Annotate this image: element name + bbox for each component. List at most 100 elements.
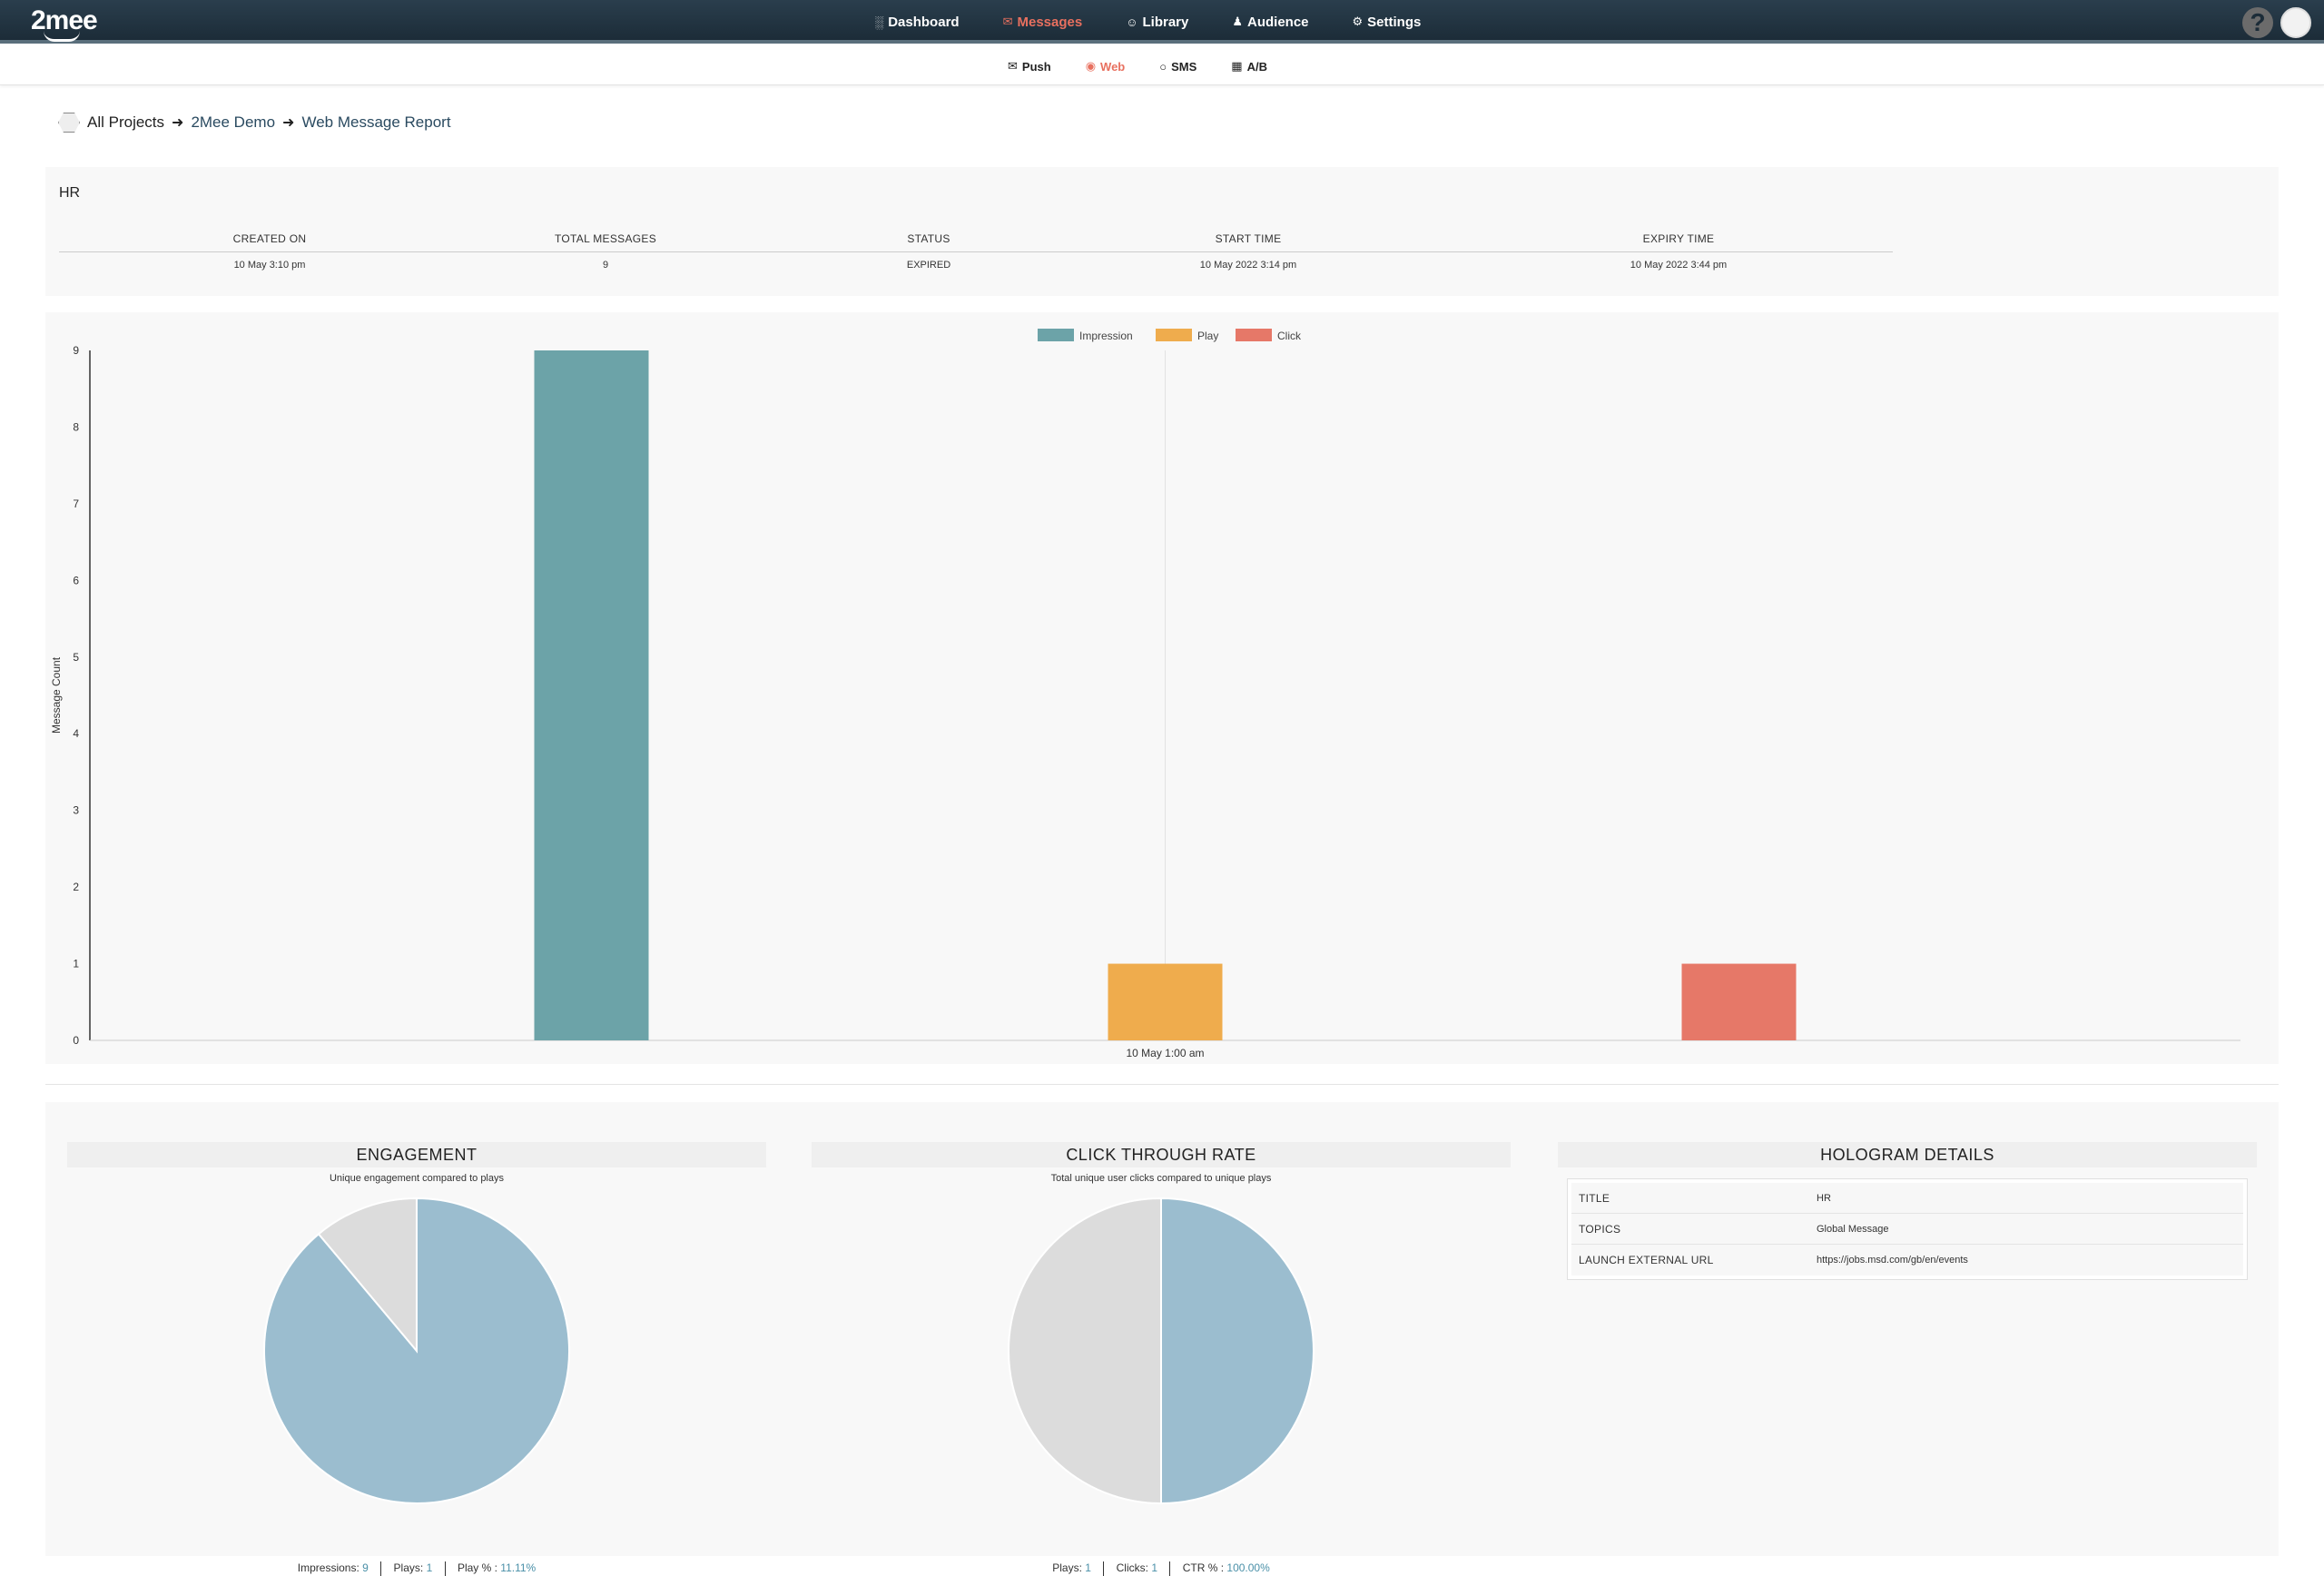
nav-label: Dashboard	[888, 14, 960, 30]
stat-label: Plays:	[393, 1561, 424, 1575]
stat-impressions-value: 9	[362, 1561, 369, 1575]
engagement-card: ENGAGEMENT Unique engagement compared to…	[67, 1142, 766, 1576]
subnav-label: Push	[1021, 59, 1051, 74]
y-tick-label: 4	[73, 727, 79, 740]
ctr-stats: Plays: 1 Clicks: 1 CTR % : 100.00%	[812, 1561, 1511, 1576]
avatar[interactable]	[2280, 7, 2311, 38]
y-axis-label: Message Count	[50, 656, 63, 734]
subnav-label: SMS	[1171, 59, 1197, 74]
info-header-cell: START TIME	[1215, 232, 1282, 245]
info-value-row: 10 May 3:10 pm 9 EXPIRED 10 May 2022 3:1…	[59, 252, 1893, 278]
y-tick-label: 2	[73, 881, 79, 893]
info-header-cell: STATUS	[907, 232, 950, 245]
smiley-icon: ☺	[1126, 15, 1138, 29]
pie-slice-plays	[317, 1197, 418, 1354]
breadcrumb: All Projects ➜ 2Mee Demo ➜ Web Message R…	[58, 113, 451, 133]
breadcrumb-current-page: Web Message Report	[301, 113, 451, 131]
legend-label-play: Play	[1197, 330, 1218, 342]
stat-separator	[444, 1561, 446, 1576]
hologram-details-card: HOLOGRAM DETAILS TITLE HR TOPICS Global …	[1558, 1142, 2257, 1280]
gears-icon: ⚙	[1352, 15, 1364, 28]
subnav-item-ab[interactable]: ▦ A/B	[1231, 59, 1267, 74]
users-icon: ♟	[1232, 15, 1243, 28]
subnav-label: A/B	[1246, 59, 1267, 74]
y-tick-label: 6	[73, 574, 79, 586]
bar-play	[1108, 963, 1223, 1040]
nav-label: Library	[1142, 14, 1189, 30]
nav-item-dashboard[interactable]: ░ Dashboard	[875, 15, 960, 30]
top-navbar: 2mee ░ Dashboard ✉ Messages ☺ Library ♟ Audi…	[0, 0, 2324, 44]
subnav-label: Web	[1100, 59, 1126, 74]
stat-separator	[1169, 1561, 1171, 1576]
help-icon[interactable]: ?	[2242, 7, 2273, 38]
x-tick-label: 10 May 1:00 am	[1126, 1047, 1204, 1059]
message-count-bar-chart: 0 1 2 3 4 5 6 7 8 9 Message Count 10 May 1:00 am Imp…	[50, 329, 2240, 1059]
message-info-panel: HR CREATED ON TOTAL MESSAGES STATUS STAR…	[45, 167, 2279, 296]
breadcrumb-project[interactable]: 2Mee Demo	[191, 113, 276, 131]
hologram-details-table: TITLE HR TOPICS Global Message LAUNCH EX…	[1567, 1178, 2248, 1280]
subnav-item-push[interactable]: ✉ Push	[1008, 59, 1051, 74]
stat-plays-value: 1	[1085, 1561, 1091, 1575]
arrow-right-icon: ➜	[172, 115, 184, 131]
legend-swatch-click	[1236, 329, 1272, 341]
detail-value[interactable]: https://jobs.msd.com/gb/en/events	[1817, 1255, 1968, 1266]
stat-separator	[1103, 1561, 1105, 1576]
ctr-pie-chart	[1008, 1197, 1315, 1505]
section-divider	[45, 1084, 2279, 1085]
envelope-icon: ✉	[1008, 59, 1018, 73]
stat-label: Play % :	[457, 1561, 497, 1575]
nav-item-settings[interactable]: ⚙ Settings	[1353, 15, 1422, 30]
nav-item-messages[interactable]: ✉ Messages	[1003, 15, 1083, 30]
pie-slice-clicks	[1160, 1197, 1315, 1505]
nav-item-library[interactable]: ☺ Library	[1126, 15, 1188, 30]
info-header-cell: TOTAL MESSAGES	[554, 232, 657, 245]
y-tick-label: 5	[73, 651, 79, 664]
info-value-cell: EXPIRED	[906, 260, 951, 271]
nav-label: Audience	[1247, 14, 1309, 30]
legend-swatch-play	[1156, 329, 1192, 341]
subnav-item-web[interactable]: ◉ Web	[1086, 59, 1126, 74]
info-value-cell: 9	[602, 260, 609, 271]
main-nav: ░ Dashboard ✉ Messages ☺ Library ♟ Audience …	[875, 0, 1421, 44]
speech-bubble-icon: ○	[1159, 59, 1167, 74]
y-tick-label: 8	[73, 420, 79, 433]
info-value-cell: 10 May 2022 3:14 pm	[1199, 260, 1297, 271]
stat-plays-value: 1	[426, 1561, 433, 1575]
breadcrumb-all-projects[interactable]: All Projects	[87, 113, 165, 131]
app-logo[interactable]: 2mee	[31, 5, 98, 42]
info-value-cell: 10 May 2022 3:44 pm	[1630, 260, 1728, 271]
stat-label: Clicks:	[1116, 1561, 1148, 1575]
y-tick-label: 1	[73, 958, 79, 970]
info-header-row: CREATED ON TOTAL MESSAGES STATUS START T…	[59, 227, 1893, 252]
table-row: LAUNCH EXTERNAL URL https://jobs.msd.com…	[1571, 1245, 2243, 1276]
logo-smile-icon	[44, 31, 80, 42]
nav-label: Settings	[1367, 14, 1422, 30]
stat-label: Plays:	[1052, 1561, 1082, 1575]
stat-play-percent-value: 11.11%	[500, 1561, 537, 1575]
ctr-title: CLICK THROUGH RATE	[812, 1142, 1511, 1167]
legend-label-click: Click	[1277, 330, 1302, 342]
subnav-item-sms[interactable]: ○ SMS	[1159, 60, 1196, 74]
detail-value: Global Message	[1817, 1224, 1889, 1235]
bar-chart-icon: ░	[875, 15, 884, 29]
y-tick-label: 9	[73, 344, 79, 357]
engagement-subtitle: Unique engagement compared to plays	[329, 1173, 504, 1184]
nav-item-audience[interactable]: ♟ Audience	[1232, 15, 1308, 30]
arrow-right-icon: ➜	[282, 115, 295, 131]
pie-slice-plays	[1008, 1197, 1162, 1505]
info-value-cell: 10 May 3:10 pm	[233, 260, 306, 271]
engagement-pie-chart	[263, 1197, 570, 1504]
detail-key: TITLE	[1579, 1192, 1610, 1205]
stat-label: Impressions:	[297, 1561, 359, 1575]
project-hexagon-icon	[58, 113, 80, 133]
legend-swatch-impression	[1038, 329, 1074, 341]
sub-navbar: ✉ Push ◉ Web ○ SMS ▦ A/B	[0, 47, 2324, 85]
info-header-cell: CREATED ON	[232, 232, 307, 245]
summary-panel: ENGAGEMENT Unique engagement compared to…	[45, 1102, 2279, 1576]
ctr-subtitle: Total unique user clicks compared to uni…	[1050, 1173, 1272, 1184]
ctr-card: CLICK THROUGH RATE Total unique user cli…	[812, 1142, 1511, 1576]
envelope-icon: ✉	[1002, 15, 1013, 28]
detail-key: LAUNCH EXTERNAL URL	[1579, 1254, 1714, 1266]
table-row: TITLE HR	[1571, 1183, 2243, 1214]
engagement-stats: Impressions: 9 Plays: 1 Play % : 11.11%	[67, 1561, 766, 1576]
